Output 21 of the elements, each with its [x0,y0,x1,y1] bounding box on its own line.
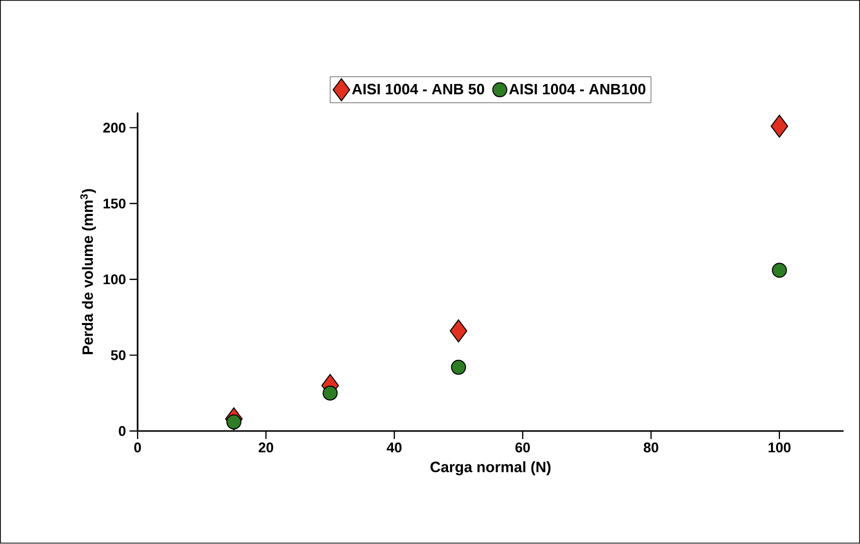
y-tick-label: 100 [104,274,126,285]
point [322,386,338,401]
y-tick-label: 200 [103,122,126,133]
point [772,262,787,278]
y-axis-title: Perda de volume (mm$^{3}$) [80,189,96,354]
y-tick-label: 0 [118,426,126,436]
legend-label: AISI 1004 - ANB 50 [352,84,484,95]
y-tick-label: 150 [104,198,126,209]
x-tick-label: 100 [768,442,790,453]
x-tick-label: 20 [258,442,274,453]
x-tick-label: 80 [644,442,658,453]
legend-label: AISI 1004 - ANB100 [509,84,646,95]
x-tick-label: 0 [134,442,141,453]
point [450,360,466,376]
point [226,414,242,430]
y-tick-label: 50 [110,350,126,360]
x-axis-title: Carga normal (N) [430,461,551,476]
x-tick-label: 60 [515,442,530,453]
point [770,114,788,138]
x-tick-label: 40 [386,442,402,453]
point [450,320,468,343]
